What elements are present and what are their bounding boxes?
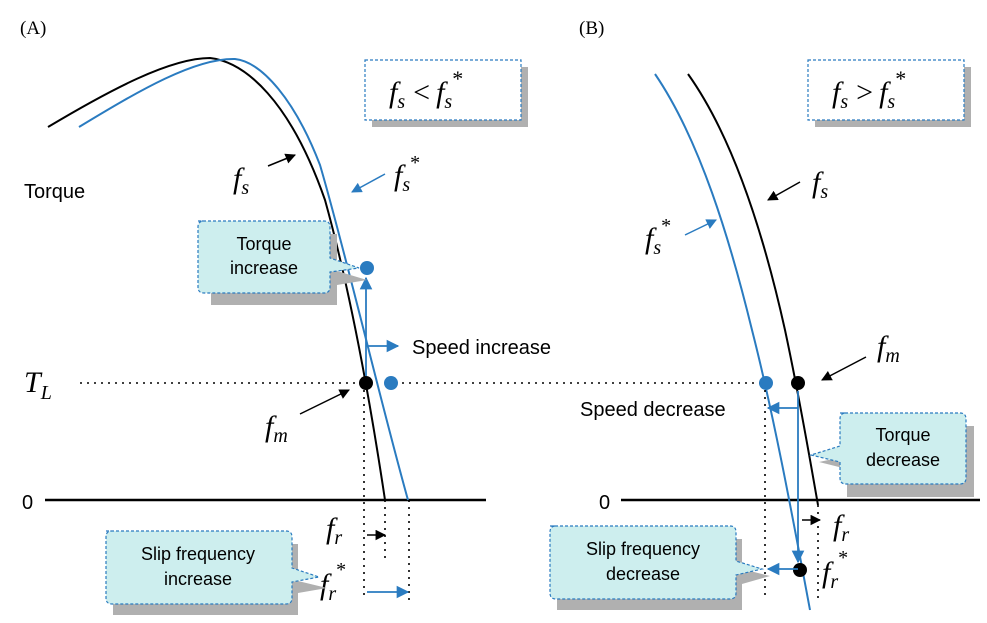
condition-text: fs < fs*	[389, 66, 463, 113]
fs-label-arrow	[767, 181, 801, 201]
zero-label: 0	[599, 492, 610, 514]
callout-line-1: Slip frequency	[141, 544, 255, 564]
panel-a-label: (A)	[20, 18, 46, 39]
callout-line-1: Torque	[875, 425, 930, 445]
callout-line-2: increase	[230, 258, 298, 278]
callout-line-2: increase	[164, 569, 232, 589]
fs-curve-label: fs	[233, 162, 249, 199]
fs-curve	[47, 56, 386, 501]
fm-label: fm	[877, 330, 900, 367]
load-torque-label: TL	[24, 366, 52, 404]
fs-curve-label: fs	[812, 166, 828, 203]
callout-line-2: decrease	[866, 450, 940, 470]
zero-label: 0	[22, 492, 33, 514]
new-operating-point	[793, 563, 807, 577]
fm-label-arrow	[299, 389, 350, 415]
slip-decrease-callout: Slip frequency decrease	[549, 525, 770, 610]
condition-box-frame	[807, 59, 965, 121]
callout-line-1: Slip frequency	[586, 539, 700, 559]
callout-line-2: decrease	[606, 564, 680, 584]
fm-label-arrow	[821, 356, 867, 381]
condition-box-frame	[364, 59, 522, 121]
torque-decrease-callout: Torque decrease	[808, 412, 974, 497]
fs-star-label-arrow	[351, 173, 386, 193]
panel-a: (A) fs < fs* Torque 0 TL fs fs* fm Speed i…	[20, 18, 551, 615]
panel-b: (B) fs > fs* 0 fs fs* fm Speed decrease	[402, 18, 980, 611]
operating-point-fs-star	[384, 376, 398, 390]
callout-bubble	[105, 530, 320, 605]
operating-point-fm	[359, 376, 373, 390]
panel-b-label: (B)	[579, 18, 604, 39]
fm-label: fm	[265, 410, 288, 447]
callout-bubble	[549, 525, 765, 600]
fs-star-curve	[654, 73, 811, 611]
fs-curve	[687, 73, 819, 506]
callout-bubble	[197, 220, 360, 294]
fs-star-curve-label: fs*	[394, 152, 420, 196]
fs-star-curve-label: fs*	[645, 215, 671, 259]
y-axis-label: Torque	[24, 181, 85, 203]
fr-star-label: fr*	[822, 547, 848, 593]
panel-b-condition-box: fs > fs*	[807, 59, 971, 127]
operating-point-fs-star	[759, 376, 773, 390]
fs-label-arrow	[267, 153, 296, 167]
callout-line-1: Torque	[236, 234, 291, 254]
callout-bubble	[808, 412, 967, 485]
fs-star-curve	[78, 57, 409, 501]
fr-label: fr	[833, 509, 849, 546]
fr-star-label: fr*	[320, 559, 346, 605]
panel-a-condition-box: fs < fs*	[364, 59, 528, 127]
torque-increase-callout: Torque increase	[197, 220, 367, 305]
new-operating-point	[360, 261, 374, 275]
fr-label: fr	[326, 512, 342, 549]
operating-point-fm	[791, 376, 805, 390]
slip-increase-callout: Slip frequency increase	[105, 530, 327, 615]
speed-increase-label: Speed increase	[412, 337, 551, 359]
fs-star-label-arrow	[684, 219, 717, 236]
speed-decrease-label: Speed decrease	[580, 399, 726, 421]
